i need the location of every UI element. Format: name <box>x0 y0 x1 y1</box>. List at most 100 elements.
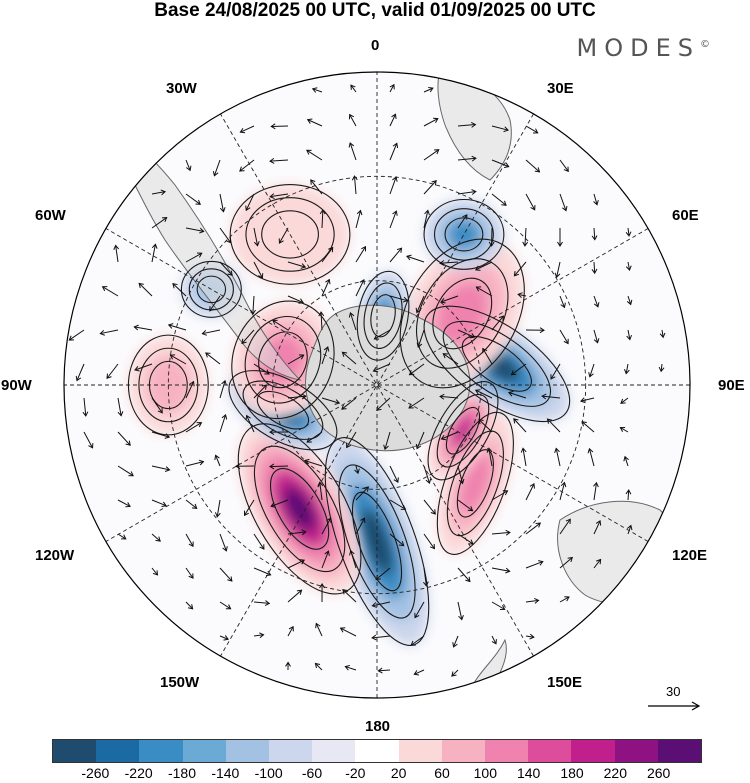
wind-arrow <box>287 589 303 603</box>
wind-arrow <box>269 193 289 200</box>
wind-arrow <box>287 295 304 304</box>
wind-arrow-shaft <box>525 159 540 173</box>
wind-arrow-shaft <box>559 159 569 172</box>
wind-arrow <box>620 397 629 404</box>
contour-line <box>432 277 493 350</box>
colorbar-tick-label: 20 <box>390 765 407 781</box>
wind-arrow-head <box>99 329 105 336</box>
wind-arrow-head <box>510 370 517 376</box>
wind-arrow-head <box>125 440 131 446</box>
wind-arrow-head <box>199 227 205 234</box>
wind-arrow-head <box>310 179 316 185</box>
reference-arrowhead <box>691 701 701 711</box>
wind-arrow-shaft <box>287 559 305 569</box>
wind-arrow <box>451 669 459 677</box>
wind-arrow <box>440 431 459 441</box>
wind-arrow-shaft <box>559 329 569 344</box>
wind-arrow-head <box>315 622 321 629</box>
wind-arrow-head <box>349 549 355 556</box>
wind-arrow-head <box>372 366 379 373</box>
wind-arrow-shaft <box>559 557 573 569</box>
wind-arrow-head <box>359 278 365 285</box>
wind-arrow <box>209 295 221 312</box>
contour-line <box>228 370 338 451</box>
wind-arrow <box>315 622 323 637</box>
lon-label-30e: 30E <box>547 80 574 97</box>
colorbar-tick-label: -60 <box>301 765 323 781</box>
colorbar <box>52 739 702 763</box>
wind-arrow <box>626 329 633 341</box>
wind-arrow-shaft <box>522 448 527 467</box>
wind-arrow-head <box>478 418 484 425</box>
wind-arrow-head <box>414 612 420 619</box>
wind-arrow-shaft <box>253 634 264 637</box>
wind-arrow-head <box>554 447 560 454</box>
wind-arrow-shaft <box>321 247 334 263</box>
contour-line <box>456 449 494 518</box>
wind-arrow-head <box>534 167 541 173</box>
wind-arrow-head <box>561 205 568 212</box>
wind-arrow-shaft <box>185 193 201 205</box>
wind-arrow-shaft <box>312 88 323 93</box>
colorbar-swatch <box>614 740 658 762</box>
wind-arrow-head <box>318 311 325 317</box>
lon-label-90e: 90E <box>718 377 745 394</box>
wind-arrow <box>349 549 357 569</box>
wind-arrow <box>559 159 569 173</box>
wind-arrow-head <box>157 408 163 414</box>
wind-arrow-shaft <box>593 520 601 535</box>
wind-arrow-shaft <box>219 533 227 552</box>
wind-arrow-head <box>513 418 519 424</box>
wind-arrow <box>185 193 201 205</box>
wind-arrow-head <box>396 247 403 253</box>
wind-arrow <box>593 481 599 501</box>
wind-arrow <box>113 244 120 263</box>
wind-arrow-head <box>471 121 477 128</box>
wind-arrow-shaft <box>270 499 289 507</box>
wind-arrow <box>117 397 124 417</box>
wind-arrow-head <box>462 214 468 220</box>
wind-arrow-shaft <box>423 567 427 586</box>
wind-arrow-head <box>596 558 602 565</box>
wind-arrow-shaft <box>389 84 395 93</box>
wind-arrow-shaft <box>252 295 255 314</box>
wind-arrow-shaft <box>117 431 131 446</box>
wind-arrow <box>625 227 632 237</box>
wind-arrow <box>439 393 459 400</box>
wind-arrow <box>587 447 595 467</box>
wind-arrow-head <box>164 433 171 439</box>
wind-arrow <box>408 397 425 409</box>
wind-arrow-shaft <box>376 397 391 411</box>
wind-arrow <box>253 632 265 639</box>
wind-arrow-head <box>425 478 432 485</box>
colorbar-tick-label: 100 <box>473 765 498 781</box>
wind-arrow-shaft <box>321 517 332 535</box>
wind-arrow <box>525 193 536 211</box>
wind-arrow-head <box>619 426 626 433</box>
wind-arrow-head <box>624 368 630 375</box>
wind-arrow <box>457 214 468 229</box>
wind-arrow <box>491 125 509 133</box>
wind-arrow-head <box>298 298 304 304</box>
wind-arrow-shaft <box>83 397 87 416</box>
wind-arrow <box>408 363 425 376</box>
contour-line <box>363 282 403 349</box>
wind-arrow <box>457 189 477 195</box>
wind-arrow <box>475 286 493 297</box>
wind-arrow-head <box>513 271 520 277</box>
wind-arrow <box>83 431 94 449</box>
wind-arrow-shaft <box>306 431 323 443</box>
wind-arrow-head <box>270 502 276 508</box>
wind-arrow-shaft <box>559 518 571 535</box>
wind-arrow <box>285 661 291 671</box>
wind-arrow-shaft <box>185 461 204 467</box>
colorbar-swatch <box>485 740 529 762</box>
wind-arrow <box>253 363 270 375</box>
wind-arrow-head <box>241 338 247 345</box>
wind-arrow-head <box>264 369 270 375</box>
wind-arrow <box>525 633 535 640</box>
wind-arrow-shaft <box>457 214 468 229</box>
wind-arrow-head <box>325 278 331 285</box>
wind-arrow <box>423 499 436 515</box>
wind-arrow-head <box>408 370 415 376</box>
